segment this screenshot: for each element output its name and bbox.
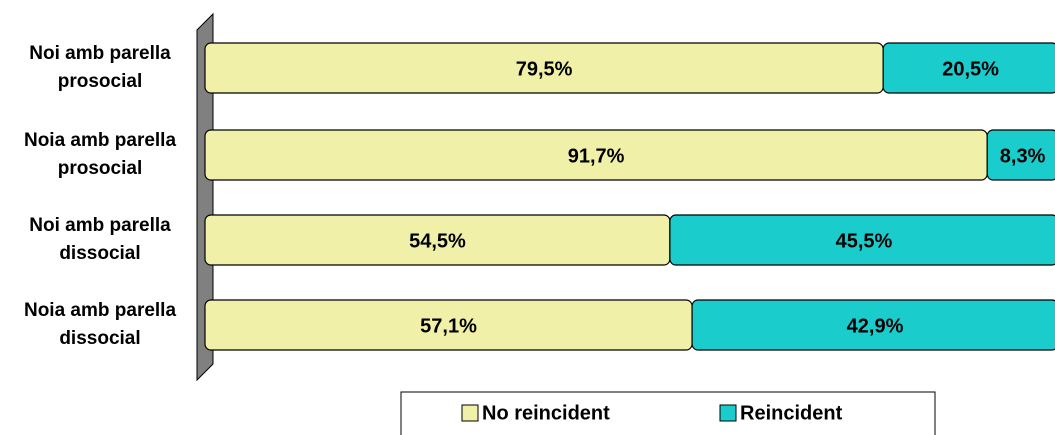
- value-label: 54,5%: [409, 230, 466, 252]
- value-label: 91,7%: [568, 145, 625, 167]
- category-label: Noi amb parella prosocial: [29, 43, 171, 92]
- category-label: Noia amb parella prosocial: [23, 130, 177, 179]
- legend-swatch: [719, 404, 737, 422]
- value-label: 8,3%: [1000, 145, 1046, 167]
- value-label: 42,9%: [847, 315, 904, 337]
- bar-segment: [691, 299, 1055, 351]
- axis-wall: [196, 12, 214, 382]
- legend-label: No reincident: [482, 402, 610, 424]
- legend-box: [400, 391, 936, 435]
- category-label: Noi amb parella dissocial: [29, 215, 171, 264]
- bar-segment: [669, 214, 1055, 266]
- category-label: Noia amb parella dissocial: [23, 300, 177, 349]
- value-label: 45,5%: [836, 230, 893, 252]
- value-label: 57,1%: [420, 315, 477, 337]
- legend-swatch: [461, 404, 479, 422]
- value-label: 20,5%: [942, 58, 999, 80]
- legend-label: Reincident: [740, 402, 843, 424]
- value-label: 79,5%: [516, 58, 573, 80]
- bar-segment: [986, 129, 1055, 181]
- bar-segment: [882, 42, 1055, 94]
